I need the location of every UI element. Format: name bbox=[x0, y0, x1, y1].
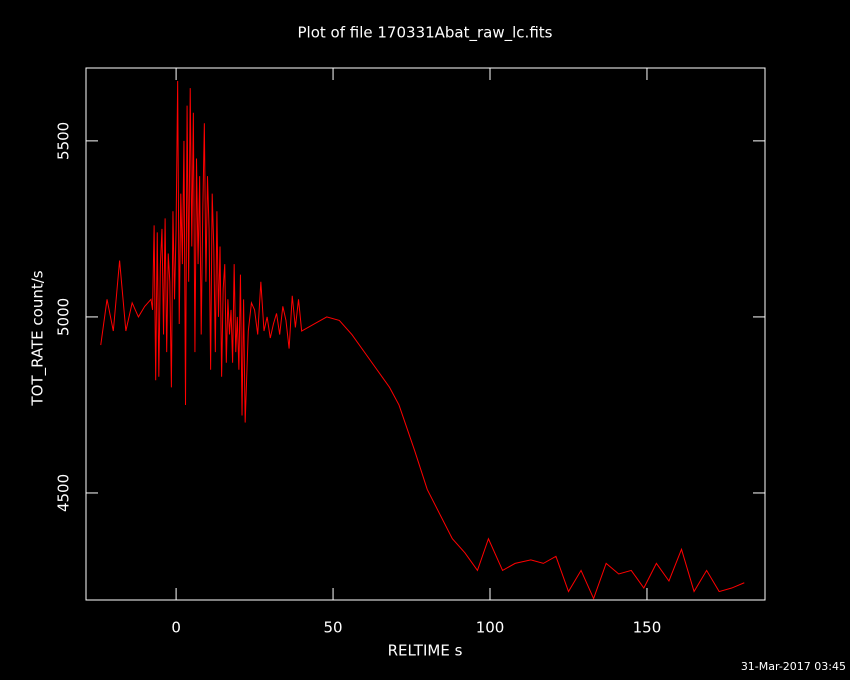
y-tick-label: 5500 bbox=[55, 122, 73, 160]
timestamp: 31-Mar-2017 03:45 bbox=[741, 660, 846, 673]
x-tick-label: 50 bbox=[324, 619, 343, 637]
data-line bbox=[100, 81, 745, 600]
y-tick-label: 4500 bbox=[55, 474, 73, 512]
chart-title: Plot of file 170331Abat_raw_lc.fits bbox=[298, 24, 553, 43]
x-tick-label: 150 bbox=[633, 619, 662, 637]
x-tick-label: 100 bbox=[476, 619, 505, 637]
x-axis-label: RELTIME s bbox=[388, 642, 463, 660]
plot-frame bbox=[85, 67, 766, 601]
y-tick-label: 5000 bbox=[55, 298, 73, 336]
y-axis-label: TOT_RATE count/s bbox=[29, 270, 48, 406]
x-tick-label: 0 bbox=[171, 619, 181, 637]
